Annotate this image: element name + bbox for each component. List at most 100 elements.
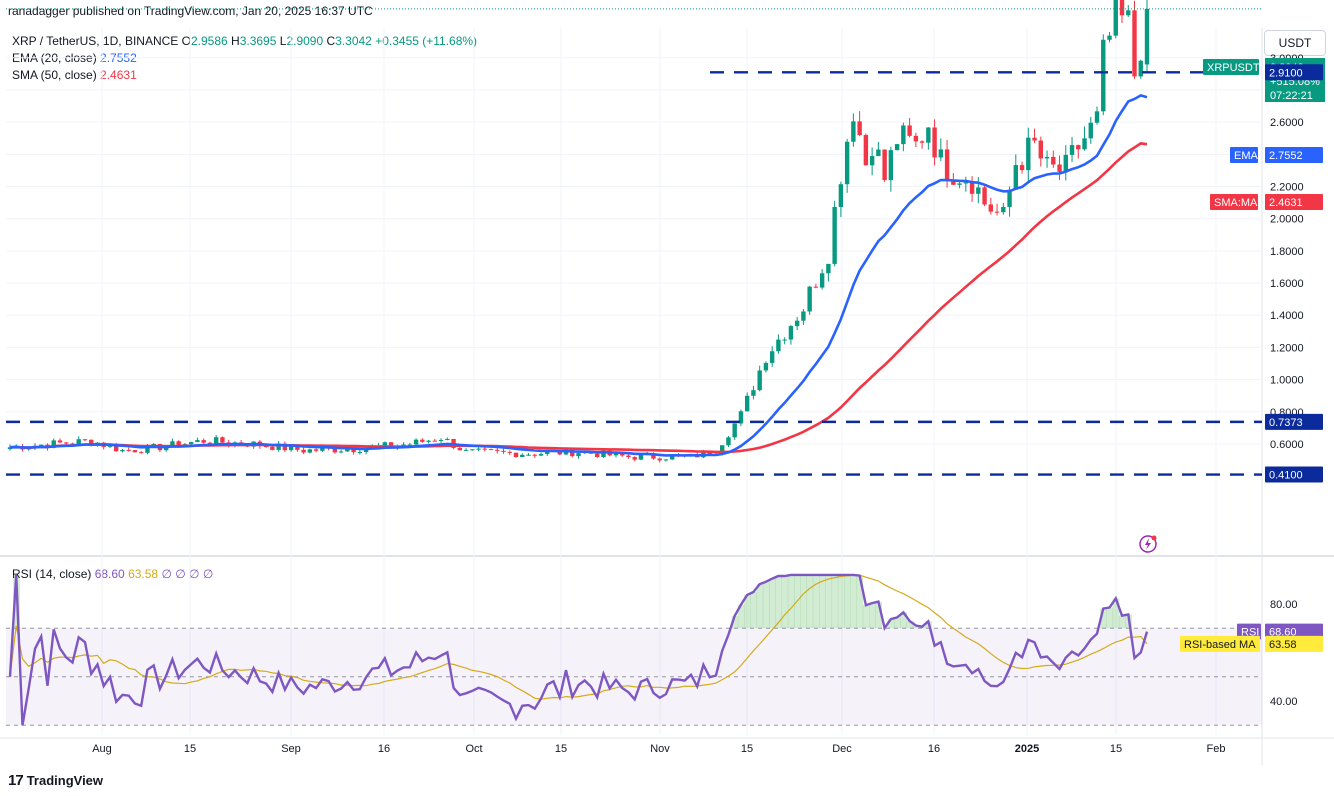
symbol-badge-text: XRPUSDT bbox=[1207, 62, 1260, 74]
candle-body bbox=[1101, 39, 1106, 112]
candle-body bbox=[114, 445, 119, 452]
rsi-ob-slice bbox=[806, 574, 814, 629]
rsi-ma-name-badge-bg bbox=[1180, 635, 1260, 652]
candle-body bbox=[313, 449, 319, 451]
candles-group bbox=[7, 0, 1150, 463]
candle-body bbox=[1144, 8, 1150, 65]
x-tick-label: 15 bbox=[1110, 743, 1122, 755]
candle-body bbox=[913, 135, 919, 142]
candle-body bbox=[57, 440, 63, 443]
level-low-badge-text: 0.4100 bbox=[1269, 470, 1303, 482]
candle-body bbox=[969, 182, 975, 194]
rsi-ob-slice bbox=[737, 604, 745, 629]
candle-body bbox=[332, 448, 338, 453]
candle-body bbox=[1007, 189, 1012, 207]
candle-body bbox=[213, 437, 219, 445]
candle-body bbox=[407, 444, 413, 446]
candle-body bbox=[382, 442, 388, 446]
rsi-ob-slice bbox=[900, 612, 907, 629]
candle-body bbox=[276, 443, 281, 450]
sma-name-badge-text: SMA:MA bbox=[1214, 197, 1258, 209]
candle-body bbox=[670, 455, 675, 460]
candle-body bbox=[188, 442, 194, 445]
candle-body bbox=[495, 449, 500, 451]
candle-body bbox=[807, 286, 812, 312]
candle-body bbox=[657, 458, 662, 461]
rsi-value-badge-bg bbox=[1265, 623, 1323, 640]
symbol-badge-bg bbox=[1203, 59, 1259, 75]
candle-body bbox=[463, 449, 469, 451]
close-value: 3.3042 bbox=[335, 34, 372, 48]
candle-body bbox=[401, 444, 406, 446]
candle-body bbox=[869, 156, 875, 166]
level-low-badge: 0.4100 bbox=[1265, 466, 1323, 483]
candle-body bbox=[638, 454, 644, 460]
symbol-title[interactable]: XRP / TetherUS, 1D, BINANCE bbox=[12, 34, 179, 48]
rsi-ob-slice bbox=[1112, 598, 1120, 629]
candle-body bbox=[482, 448, 487, 450]
sma-name-badge-bg bbox=[1210, 194, 1258, 210]
candle-body bbox=[663, 459, 669, 461]
candle-body bbox=[282, 443, 288, 451]
sma-legend-row[interactable]: SMA (50, close) 2.4631 bbox=[12, 67, 477, 84]
candle-body bbox=[951, 180, 956, 185]
candle-body bbox=[507, 451, 512, 453]
candle-body bbox=[120, 449, 125, 452]
currency-selector[interactable]: USDT bbox=[1264, 30, 1326, 56]
candle-body bbox=[420, 439, 425, 442]
rsi-value-badge: 68.60 bbox=[1265, 623, 1323, 640]
candle-body bbox=[876, 149, 881, 157]
candle-body bbox=[851, 121, 856, 142]
y-tick-label: 1.8000 bbox=[1270, 246, 1304, 258]
candle-body bbox=[195, 440, 200, 443]
candle-body bbox=[1044, 156, 1050, 159]
candle-body bbox=[782, 339, 787, 341]
y-tick-label: 0.6000 bbox=[1270, 439, 1304, 451]
countdown-text: 07:22:21 bbox=[1270, 90, 1313, 102]
rsi-ob-slice bbox=[875, 601, 882, 629]
level-low-badge-bg bbox=[1265, 466, 1323, 483]
rsi-ma-name-badge: RSI-based MA bbox=[1180, 635, 1260, 652]
candle-body bbox=[894, 144, 900, 151]
candle-body bbox=[776, 339, 781, 352]
candle-body bbox=[126, 449, 131, 451]
rsi-legend-extra: ∅ ∅ ∅ ∅ bbox=[161, 567, 214, 581]
candle-body bbox=[763, 362, 769, 371]
rsi-tick-label: 40.00 bbox=[1270, 696, 1298, 708]
rsi-ob-slice bbox=[862, 605, 870, 629]
rsi-ob-slice bbox=[769, 578, 776, 629]
high-value: 3.3695 bbox=[239, 34, 277, 48]
rsi-ob-slice bbox=[844, 574, 851, 629]
candle-body bbox=[1057, 164, 1062, 172]
candle-body bbox=[526, 454, 531, 456]
x-tick-label: Nov bbox=[650, 743, 670, 755]
candle-body bbox=[220, 437, 225, 443]
candle-body bbox=[1138, 60, 1143, 77]
x-tick-label: 2025 bbox=[1015, 743, 1039, 755]
x-tick-label: Dec bbox=[832, 743, 852, 755]
sma-value-badge: 2.4631 bbox=[1265, 194, 1323, 210]
candle-body bbox=[501, 450, 506, 452]
sma-legend-label: SMA (50, close) bbox=[12, 68, 97, 82]
candle-body bbox=[432, 440, 438, 442]
rsi-ob-slice bbox=[893, 617, 901, 629]
rsi-legend[interactable]: RSI (14, close) 68.60 63.58 ∅ ∅ ∅ ∅ bbox=[12, 567, 213, 581]
candle-body bbox=[76, 439, 81, 445]
rsi-ma-value-badge: 63.58 bbox=[1265, 635, 1323, 652]
candle-body bbox=[64, 442, 69, 444]
y-tick-label: 2.2000 bbox=[1270, 182, 1304, 194]
candle-body bbox=[151, 443, 156, 446]
rsi-ob-slice bbox=[819, 574, 826, 629]
ema-value-badge-text: 2.7552 bbox=[1269, 150, 1303, 162]
candle-body bbox=[994, 211, 1000, 213]
candle-body bbox=[70, 443, 75, 445]
candle-body bbox=[1094, 111, 1100, 123]
candle-body bbox=[295, 445, 300, 450]
low-value: 2.9090 bbox=[286, 34, 324, 48]
rsi-value-badge-text: 68.60 bbox=[1269, 627, 1297, 639]
candle-body bbox=[426, 440, 431, 442]
publisher-line: ranadagger published on TradingView.com,… bbox=[8, 4, 373, 18]
x-tick-label: 16 bbox=[378, 743, 390, 755]
rsi-ma-value-badge-text: 63.58 bbox=[1269, 639, 1297, 651]
